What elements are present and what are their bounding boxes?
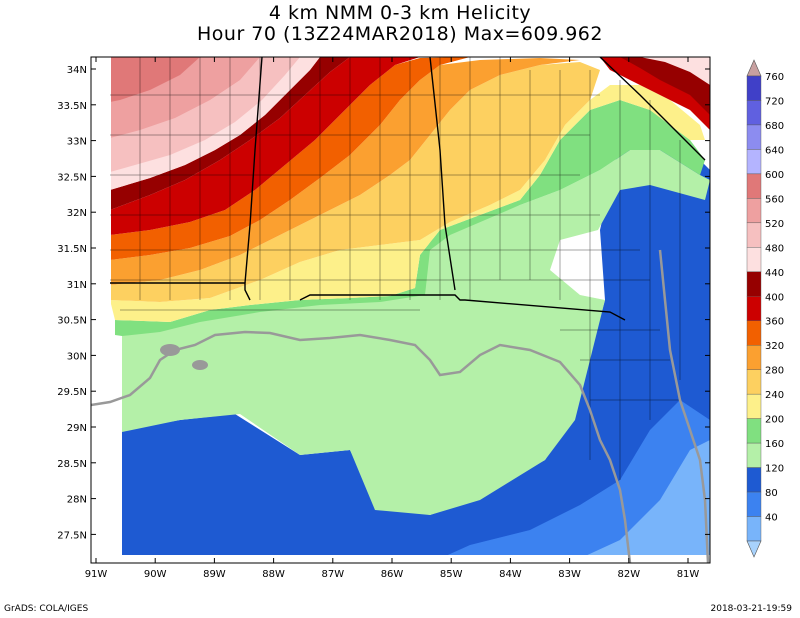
- lat-tick-label: 27.5N: [57, 530, 87, 541]
- lat-tick-label: 31.5N: [57, 244, 87, 255]
- helicity-band-240: [110, 85, 705, 322]
- inland-water: [160, 344, 208, 370]
- colorbar-label: 680: [765, 121, 784, 132]
- colorbar-label: 40: [765, 513, 778, 524]
- footer-credit: GrADS: COLA/IGES: [4, 604, 89, 614]
- helicity-band-120: [122, 140, 710, 563]
- colorbar-label: 760: [765, 72, 784, 83]
- lon-tick-label: 85W: [440, 569, 463, 580]
- colorbar-swatch: [746, 491, 762, 517]
- colorbar-label: 560: [765, 194, 784, 205]
- lat-tick-label: 32.5N: [57, 172, 87, 183]
- colorbar-swatch: [746, 198, 762, 224]
- map-title-line-2: Hour 70 (13Z24MAR2018) Max=609.962: [197, 23, 603, 45]
- lon-tick-label: 89W: [203, 569, 226, 580]
- colorbar-swatch: [746, 271, 762, 297]
- colorbar-swatch: [746, 393, 762, 419]
- colorbar-swatch: [746, 75, 762, 101]
- lat-tick-label: 33.5N: [57, 101, 87, 112]
- colorbar-label: 280: [765, 366, 784, 377]
- lat-tick-label: 28.5N: [57, 459, 87, 470]
- colorbar-label: 480: [765, 243, 784, 254]
- colorbar-label: 360: [765, 317, 784, 328]
- colorbar-top-arrow: [746, 59, 762, 77]
- colorbar-swatch: [746, 516, 762, 542]
- lat-tick-label: 32N: [67, 208, 87, 219]
- colorbar-swatch: [746, 100, 762, 126]
- colorbar-label: 600: [765, 170, 784, 181]
- colorbar-label: 520: [765, 219, 784, 230]
- colorbar-label: 240: [765, 390, 784, 401]
- helicity-band-ne-480: [640, 57, 710, 85]
- helicity-band-40: [570, 440, 710, 563]
- colorbar-label: 200: [765, 415, 784, 426]
- lon-tick-label: 87W: [321, 569, 344, 580]
- colorbar-swatch: [746, 369, 762, 395]
- lat-tick-label: 28N: [67, 495, 87, 506]
- colorbar-label: 720: [765, 96, 784, 107]
- lat-tick-label: 29.5N: [57, 387, 87, 398]
- footer-timestamp: 2018-03-21-19:59: [710, 604, 793, 614]
- helicity-band-600: [110, 57, 200, 102]
- helicity-band-400: [110, 57, 420, 235]
- colorbar-legend: 760 720 680 640 600 560 520 480 440 400 360 320 280 2…: [746, 59, 784, 558]
- lon-tick-label: 90W: [144, 569, 167, 580]
- latitude-axis: 34N 33.5N 33N 32.5N 32N 31.5N 31N 30.5N 30N 29.5N…: [57, 65, 710, 541]
- lat-tick-label: 30N: [67, 351, 87, 362]
- lon-tick-label: 88W: [262, 569, 285, 580]
- colorbar-swatch: [746, 418, 762, 444]
- state-borders: [110, 57, 706, 321]
- lon-tick-label: 83W: [558, 569, 581, 580]
- lon-tick-label: 84W: [499, 569, 522, 580]
- county-borders: [110, 57, 681, 480]
- lat-tick-label: 31N: [67, 280, 87, 291]
- colorbar-label: 320: [765, 341, 784, 352]
- lon-tick-label: 81W: [677, 569, 700, 580]
- helicity-band-160: [122, 150, 710, 515]
- colorbar-label: 440: [765, 268, 784, 279]
- lon-tick-label: 86W: [381, 569, 404, 580]
- lat-tick-label: 33N: [67, 137, 87, 148]
- colorbar-swatch: [746, 345, 762, 370]
- colorbar-swatch: [746, 222, 762, 248]
- colorbar-label: 80: [765, 488, 778, 499]
- colorbar-swatch: [746, 296, 762, 321]
- lon-tick-label: 82W: [617, 569, 640, 580]
- colorbar-label: 400: [765, 292, 784, 303]
- helicity-band-320: [110, 58, 580, 285]
- colorbar-swatch: [746, 320, 762, 346]
- helicity-band-280: [110, 62, 600, 302]
- colorbar-swatch: [746, 173, 762, 199]
- colorbar-swatch: [746, 124, 762, 150]
- colorbar-swatch: [746, 247, 762, 272]
- colorbar-swatch: [746, 442, 762, 468]
- colorbar-bottom-arrow: [746, 540, 762, 558]
- map-title-line-1: 4 km NMM 0-3 km Helicity: [268, 2, 532, 24]
- longitude-axis: 91W 90W 89W 88W 87W 86W 85W 84W 83W 82W 81W: [85, 57, 700, 580]
- colorbar-label: 120: [765, 464, 784, 475]
- colorbar-swatch: [746, 149, 762, 175]
- colorbar-label: 160: [765, 439, 784, 450]
- map-field: [91, 57, 710, 563]
- lat-tick-label: 34N: [67, 65, 87, 76]
- map-west-strip: [91, 57, 111, 563]
- colorbar-label: 640: [765, 145, 784, 156]
- map-frame: [90, 56, 711, 564]
- lat-tick-label: 29N: [67, 423, 87, 434]
- helicity-band-ne-440: [620, 57, 710, 115]
- colorbar-swatch: [746, 467, 762, 493]
- helicity-band-200: [115, 100, 705, 336]
- lat-tick-label: 30.5N: [57, 316, 87, 327]
- lon-tick-label: 91W: [85, 569, 108, 580]
